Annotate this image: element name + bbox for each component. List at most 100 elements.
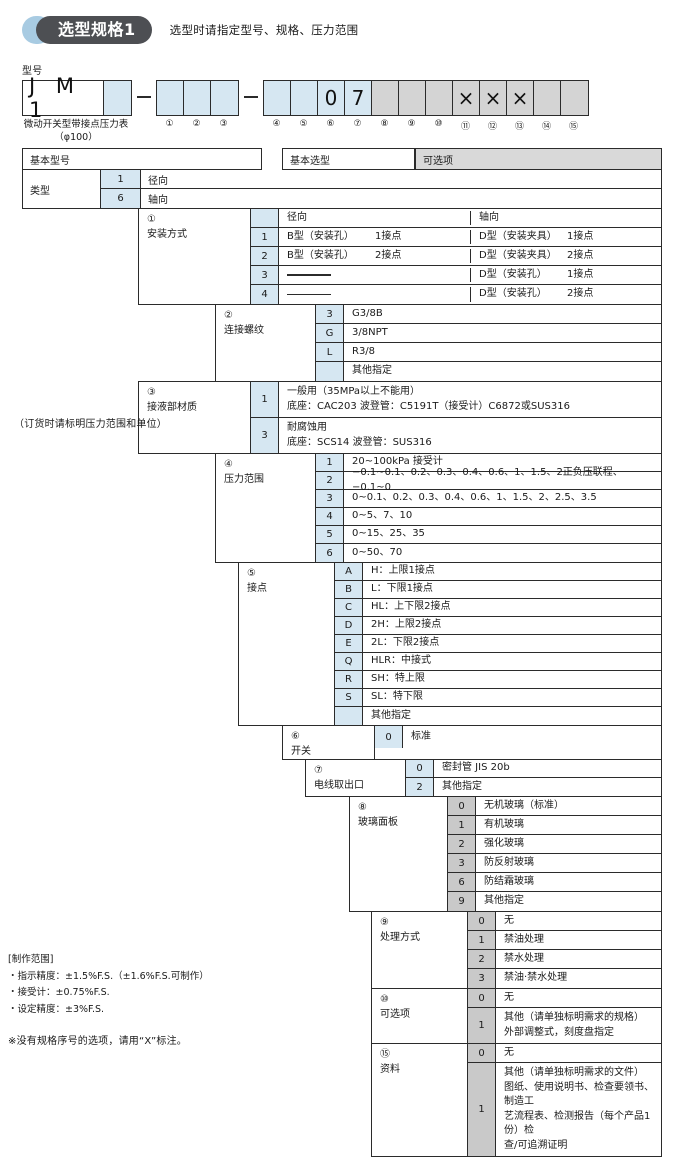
table-row[interactable]: 3 防反射玻璃 — [448, 854, 661, 873]
model-cell-⑫[interactable]: × — [480, 81, 507, 115]
table-row[interactable]: 1 一般用（35MPa以上不能用） 底座：CAC203 波登管：C5191T（接受计… — [251, 382, 661, 418]
column-header-radial: 径向 — [287, 211, 307, 223]
model-cell-①[interactable] — [157, 81, 184, 115]
table-row[interactable]: 3 G3/8B — [316, 305, 661, 324]
badge-body: 选型规格1 — [36, 16, 152, 44]
option-text-line-1: 其他（请单独标明需求的文件） — [504, 1067, 644, 1078]
table-row[interactable]: 4 D型（安装孔） 2接点 — [251, 285, 661, 304]
option-code: 0 — [468, 1044, 496, 1062]
model-cell-⑤[interactable] — [291, 81, 318, 115]
table-row[interactable]: S SL：特下限 — [335, 689, 661, 707]
model-cell-③[interactable] — [211, 81, 238, 115]
option-value: 其他指定 — [352, 365, 392, 377]
table-row[interactable]: 3 禁油·禁水处理 — [468, 969, 661, 988]
table-row[interactable]: 3 D型（安装孔） 1接点 — [251, 266, 661, 285]
table-row[interactable]: L R3/8 — [316, 343, 661, 362]
table-row[interactable]: 6 0~50、70 — [316, 544, 661, 562]
table-row[interactable]: 0 密封管 JIS 20b — [406, 760, 661, 778]
model-cell-⑭[interactable] — [534, 81, 561, 115]
table-row[interactable]: 2 −0.1~0.1、0.2、0.3、0.4、0.6、1、1.5、2正负压联程、−… — [316, 467, 661, 493]
table-row[interactable]: D 2H：上限2接点 — [335, 617, 661, 635]
table-row[interactable]: 2 其他指定 — [406, 778, 661, 796]
production-range-notes: [制作范围] ・指示精度：±1.5%F.S.（±1.6%F.S.可制作） ・接受… — [8, 952, 209, 1019]
table-row[interactable]: Q HLR：中接式 — [335, 653, 661, 671]
table-row[interactable]: 3 0~0.1、0.2、0.3、0.4、0.6、1、1.5、2、2.5、3.5 — [316, 490, 661, 508]
table-row[interactable]: R SH：特上限 — [335, 671, 661, 689]
model-prefix-cell: J M 1 — [23, 74, 104, 122]
option-text-line-2: 外部调整式，刻度盘指定 — [504, 1026, 614, 1038]
table-row[interactable]: 1 径向 — [101, 170, 661, 189]
table-row[interactable]: 1 禁油处理 — [468, 931, 661, 950]
table-row[interactable]: 1 B型（安装孔） 1接点 D型（安装夹具） 1接点 — [251, 228, 661, 247]
option-code: 2 — [468, 950, 496, 968]
table-row[interactable]: 5 0~15、25、35 — [316, 526, 661, 544]
model-cell-⑪[interactable]: × — [453, 81, 480, 115]
table-row[interactable]: 2 强化玻璃 — [448, 835, 661, 854]
option-type: B型（安装孔） — [287, 230, 354, 242]
option-code: B — [335, 581, 363, 598]
table-row[interactable]: B L：下限1接点 — [335, 581, 661, 599]
option-value: R3/8 — [352, 345, 376, 357]
table-row[interactable]: 1 其他（请单独标明需求的文件） 图纸、使用说明书、检查要领书、制造工 艺流程表、检测… — [468, 1063, 661, 1156]
option-value: 0~50、70 — [352, 546, 403, 558]
x-mark-note: ※没有规格序号的选项，请用“X”标注。 — [8, 1036, 187, 1047]
table-row[interactable]: 9 其他指定 — [448, 892, 661, 911]
option-code: D — [335, 617, 363, 634]
model-prefix-blank[interactable] — [104, 81, 131, 115]
model-cell-⑩[interactable] — [426, 81, 453, 115]
option-text-line-2: 底座：CAC203 波登管：C5191T（接受计）C6872或SUS316 — [287, 400, 570, 412]
model-cell-⑧[interactable] — [372, 81, 399, 115]
option-axial: D型（安装孔） 1接点 — [470, 267, 661, 283]
table-row[interactable]: 3 耐腐蚀用 底座：SCS14 波登管：SUS316 — [251, 418, 661, 453]
table-row[interactable]: 2 禁水处理 — [468, 950, 661, 969]
section-接液部材质: ③ 接液部材质 1 一般用（35MPa以上不能用） 底座：CAC203 波登管：C519… — [138, 381, 662, 454]
option-code: C — [335, 599, 363, 616]
model-cell-⑮[interactable] — [561, 81, 588, 115]
table-row[interactable]: 1 20~100kPa 接受计 — [316, 454, 661, 472]
section-body: 1 一般用（35MPa以上不能用） 底座：CAC203 波登管：C5191T（接受计… — [251, 382, 661, 453]
option-code: 0 — [468, 989, 496, 1007]
table-row[interactable]: G 3/8NPT — [316, 324, 661, 343]
table-row[interactable]: 其他指定 — [316, 362, 661, 381]
section-name: 资料 — [380, 1063, 400, 1075]
table-row[interactable]: E 2L：下限2接点 — [335, 635, 661, 653]
option-code: S — [335, 689, 363, 706]
option-code: 0 — [468, 912, 496, 930]
model-cell-②[interactable] — [184, 81, 211, 115]
table-row[interactable]: C HL：上下限2接点 — [335, 599, 661, 617]
table-row[interactable]: 1 有机玻璃 — [448, 816, 661, 835]
model-cell-⑨[interactable] — [399, 81, 426, 115]
table-row[interactable]: 0 无机玻璃（标准） — [448, 797, 661, 816]
option-radial — [279, 293, 470, 296]
table-row[interactable]: 6 防结霜玻璃 — [448, 873, 661, 892]
table-row[interactable]: 4 0~5、7、10 — [316, 508, 661, 526]
model-cell-⑦[interactable]: 7 — [345, 81, 372, 115]
model-index-8: ⑧ — [380, 119, 389, 129]
column-header-axial: 轴向 — [470, 210, 661, 226]
model-index-2: ② — [192, 119, 201, 129]
model-cell-⑥[interactable]: 0 — [318, 81, 345, 115]
type-section: 类型 1 径向 6 轴向 — [22, 170, 662, 209]
section-number: ⑤ — [247, 568, 256, 579]
option-value: B型（安装孔） 1接点 D型（安装夹具） 1接点 — [279, 228, 661, 246]
section-name: 安装方式 — [147, 228, 187, 240]
table-row[interactable]: 0 标准 — [375, 726, 661, 748]
table-row[interactable]: 2 B型（安装孔） 2接点 D型（安装夹具） 2接点 — [251, 247, 661, 266]
table-row[interactable]: 6 轴向 — [101, 189, 661, 208]
section-number: ④ — [224, 459, 233, 470]
model-group-prefix: J M 1 — [22, 74, 132, 122]
option-value: H：上限1接点 — [371, 565, 435, 577]
table-row[interactable]: A H：上限1接点 — [335, 563, 661, 581]
option-axial: D型（安装夹具） 2接点 — [470, 248, 661, 264]
table-row[interactable]: 1 其他（请单独标明需求的规格） 外部调整式，刻度盘指定 — [468, 1008, 661, 1043]
model-cell-④[interactable] — [264, 81, 291, 115]
foot-line-1: ・接受计：±0.75%F.S. — [8, 987, 110, 999]
table-row[interactable]: 其他指定 — [335, 707, 661, 725]
section-name: 开关 — [291, 745, 311, 757]
option-value: HLR：中接式 — [371, 655, 432, 667]
model-cell-⑬[interactable]: × — [507, 81, 534, 115]
